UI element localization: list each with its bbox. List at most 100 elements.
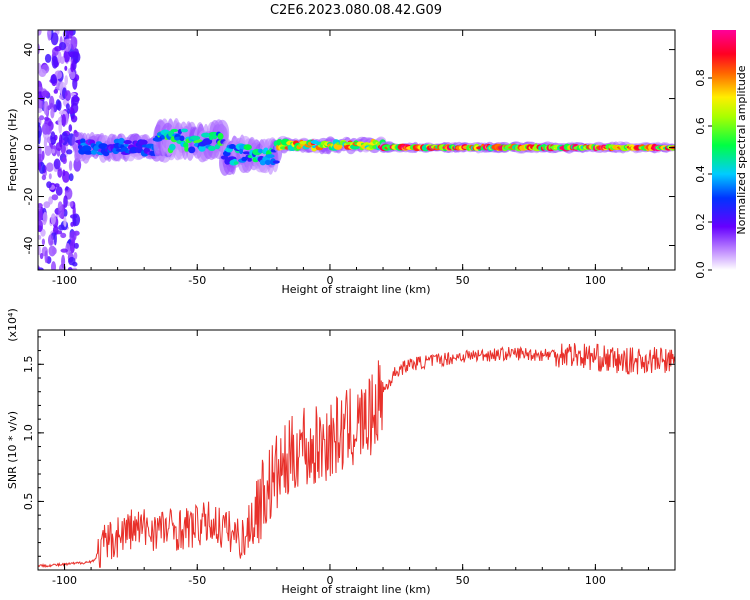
- x-tick-label: 0: [326, 574, 333, 587]
- spectrogram-cell: [46, 181, 52, 189]
- spectrogram-cell: [233, 161, 239, 165]
- spectrogram-cell: [42, 212, 48, 223]
- spectrogram-cell: [73, 252, 78, 260]
- spectrogram-cell: [247, 158, 252, 162]
- spectrogram-cell: [57, 201, 63, 212]
- spectrogram-cell: [170, 128, 179, 133]
- spectrogram-cell: [58, 110, 67, 116]
- chart-title: C2E6.2023.080.08.42.G09: [270, 3, 442, 18]
- spectrogram-cell: [257, 148, 263, 154]
- spectrogram-cell: [196, 139, 203, 143]
- spectrogram-cell: [39, 115, 45, 121]
- spectrogram-cell: [228, 144, 236, 149]
- spectrogram-cell: [59, 134, 63, 148]
- spectrogram-cell: [52, 247, 57, 255]
- spectrogram-cell: [102, 151, 110, 157]
- spectrogram-cell: [51, 194, 59, 201]
- spectrogram-cell: [73, 242, 79, 249]
- spectrogram-cell: [41, 90, 50, 97]
- spectrogram-xlabel: Height of straight line (km): [281, 283, 430, 296]
- spectrogram-cell: [179, 135, 185, 142]
- y-tick-label: 40: [22, 43, 35, 57]
- spectrogram-cell: [41, 174, 47, 181]
- spectrogram-cell: [239, 148, 244, 155]
- spectrogram-cell: [49, 95, 55, 110]
- y-tick-label: 0.5: [22, 493, 35, 511]
- spectrogram-cell: [48, 173, 52, 180]
- spectrogram-cell: [38, 30, 42, 36]
- spectrogram-cell: [51, 261, 56, 270]
- spectrogram-cell: [43, 201, 51, 209]
- spectrogram-marks: [38, 30, 675, 270]
- spectrogram-cell: [184, 146, 190, 152]
- snr-series-line: [38, 343, 675, 569]
- spectrogram-cell: [123, 140, 132, 145]
- spectrogram-cell: [65, 186, 69, 191]
- spectrogram-cell: [58, 121, 62, 134]
- spectrogram-feature: [38, 30, 82, 270]
- spectrogram-cell: [69, 106, 74, 115]
- spectrogram-cell: [38, 153, 44, 163]
- spectrogram-cell: [38, 108, 42, 113]
- spectrogram-cell: [57, 100, 62, 111]
- spectrogram-cell: [68, 124, 73, 132]
- spectrogram-cell: [41, 238, 46, 246]
- spectrogram-cell: [50, 32, 59, 46]
- spectrogram-feature: [379, 141, 675, 154]
- spectrogram-cell: [67, 30, 74, 39]
- spectrogram-cell: [190, 135, 201, 141]
- snr-axis-ticks: -100 -50 0 50 100 1.5 1.0 0.5: [22, 330, 676, 587]
- spectrogram-ylabel: Frequency (Hz): [6, 109, 19, 192]
- spectrogram-cell: [58, 224, 65, 231]
- spectrogram-cell: [43, 101, 49, 115]
- spectrogram-cell: [51, 55, 59, 69]
- spectrogram-cell: [57, 168, 63, 178]
- colorbar-label: Normalized spectral amplitude: [735, 65, 748, 234]
- spectrogram-cell: [53, 158, 61, 170]
- y-tick-label: 20: [22, 92, 35, 106]
- colorbar-tick-label: 0.4: [694, 165, 707, 183]
- spectrogram-cell: [55, 186, 63, 196]
- spectrogram-cell: [72, 261, 78, 267]
- spectrogram-cell: [188, 146, 196, 154]
- x-tick-label: 100: [585, 574, 606, 587]
- snr-xlabel: Height of straight line (km): [281, 583, 430, 596]
- spectrogram-cell: [62, 156, 67, 164]
- spectrogram-cell: [41, 123, 50, 135]
- spectrogram-cell: [208, 134, 214, 141]
- spectrogram-cell: [208, 145, 216, 151]
- spectrogram-cell: [63, 216, 67, 228]
- spectrogram-cell: [38, 162, 42, 171]
- spectrogram-cell: [38, 203, 43, 209]
- spectrogram-cell: [66, 149, 73, 155]
- spectrogram-cell: [50, 213, 56, 225]
- spectrogram-cell: [264, 159, 271, 165]
- spectrogram-cell: [39, 252, 44, 260]
- spectrogram-cell: [38, 245, 41, 256]
- spectrogram-axis-ticks: -100 -50 0 50 100 40 20 0 -20 -40: [22, 30, 676, 287]
- spectrogram-cell: [272, 160, 280, 164]
- x-tick-label: -50: [188, 274, 206, 287]
- spectrogram-cell: [202, 138, 213, 146]
- spectrogram-cell: [38, 219, 43, 233]
- spectrogram-cell: [44, 250, 48, 264]
- spectrogram-cell: [38, 130, 41, 145]
- spectrogram-cell: [180, 128, 188, 133]
- spectrogram-cell: [83, 150, 93, 155]
- spectrogram-cell: [56, 230, 63, 235]
- spectrogram-cell: [68, 160, 73, 171]
- y-tick-label: 1.0: [22, 424, 35, 442]
- x-tick-label: 100: [585, 274, 606, 287]
- spectrogram-cell: [183, 142, 189, 149]
- spectrogram-cell: [54, 46, 62, 52]
- spectrogram-cell: [69, 239, 75, 254]
- spectrogram-cell: [47, 105, 51, 111]
- spectrogram-cell: [77, 144, 83, 150]
- spectrogram-cell: [38, 235, 42, 240]
- spectrogram-cell: [68, 173, 74, 182]
- spectrogram-feature: [219, 134, 283, 176]
- spectrogram-cell: [38, 69, 47, 77]
- spectrogram-cell: [73, 48, 79, 59]
- x-tick-label: -100: [52, 574, 77, 587]
